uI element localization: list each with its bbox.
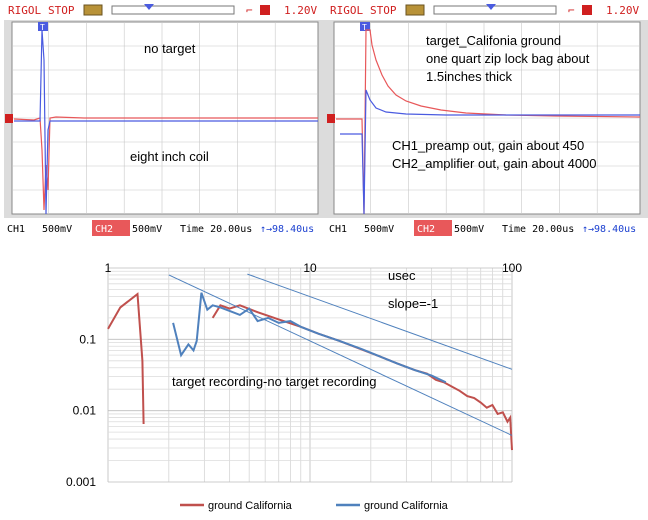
legend-label: ground California xyxy=(364,500,449,512)
scope-display: RIGOL STOP ⌐ 1.20V T target_Califonia gr… xyxy=(326,0,648,238)
legend-item: ground California xyxy=(180,500,293,512)
scope-brand: RIGOL xyxy=(330,4,363,17)
ch1-ground-marker xyxy=(327,114,335,123)
trigger-offset: ↑→98.40us xyxy=(582,224,636,235)
scope-note-0: no target xyxy=(144,41,196,56)
trigger-offset: ↑→98.40us xyxy=(260,224,314,235)
x-axis-label: usec xyxy=(388,268,416,283)
ch2-trace xyxy=(14,29,318,215)
series-line-0 xyxy=(211,304,513,451)
scope-note-2: 1.5inches thick xyxy=(426,69,512,84)
scope-note-1: eight inch coil xyxy=(130,149,209,164)
scope-note-0: target_Califonia ground xyxy=(426,33,561,48)
trigger-level: 1.20V xyxy=(284,4,317,17)
trigger-edge-icon: ⌐ xyxy=(246,4,253,17)
series-line-1 xyxy=(172,292,447,384)
ch1-trace xyxy=(336,29,641,215)
scope-screenshot-no-target: RIGOL STOP ⌐ 1.20V T no target eight inc… xyxy=(4,0,326,238)
timebase: Time 20.00us xyxy=(180,224,252,235)
trigger-level: 1.20V xyxy=(606,4,639,17)
chart-gridlines xyxy=(107,267,513,483)
battery-icon xyxy=(83,4,103,16)
trigger-source-icon xyxy=(582,5,592,15)
x-tick-label: 100 xyxy=(502,261,522,275)
battery-icon xyxy=(405,4,425,16)
y-tick-label: 0.01 xyxy=(73,404,97,418)
ch1-scale: 500mV xyxy=(42,224,72,235)
legend-item: ground California xyxy=(336,500,449,512)
difference-annotation: target recording-no target recording xyxy=(172,374,377,389)
scope-grid xyxy=(334,22,640,214)
y-tick-label: 0.1 xyxy=(79,332,96,346)
scope-brand: RIGOL xyxy=(8,4,41,17)
ch2-trace xyxy=(340,89,640,215)
scope-note-3: CH1_preamp out, gain about 450 xyxy=(392,138,584,153)
scope-state: STOP xyxy=(370,4,397,17)
decay-chart-svg: 1 10 100 0.1 0.01 0.001 usec slope=-1 target … xyxy=(0,246,648,516)
chart-tick-labels: 1 10 100 0.1 0.01 0.001 xyxy=(66,261,522,489)
decay-chart: 1 10 100 0.1 0.01 0.001 usec slope=-1 target … xyxy=(0,246,648,516)
ch1-scale: 500mV xyxy=(364,224,394,235)
ch1-label: CH1 xyxy=(329,224,347,235)
ch2-label: CH2 xyxy=(95,224,113,235)
memory-bar-icon xyxy=(486,4,496,10)
scope-display: RIGOL STOP ⌐ 1.20V T no target eight inc… xyxy=(4,0,326,238)
slope-reference-line xyxy=(247,273,513,370)
scope-state: STOP xyxy=(48,4,75,17)
scope-screenshot-target: RIGOL STOP ⌐ 1.20V T target_Califonia gr… xyxy=(326,0,648,238)
y-tick-label: 0.001 xyxy=(66,475,96,489)
trigger-marker-label: T xyxy=(40,23,45,32)
memory-bar-icon xyxy=(144,4,154,10)
x-tick-label: 10 xyxy=(303,261,317,275)
slope-annotation: slope=-1 xyxy=(388,296,438,311)
series-line-0 xyxy=(107,292,145,425)
scope-note-4: CH2_amplifier out, gain about 4000 xyxy=(392,156,597,171)
ch2-scale: 500mV xyxy=(454,224,484,235)
chart-legend: ground California ground California xyxy=(180,500,449,512)
x-tick-label: 1 xyxy=(105,261,112,275)
slope-reference-line xyxy=(168,274,513,436)
timebase: Time 20.00us xyxy=(502,224,574,235)
ch2-label: CH2 xyxy=(417,224,435,235)
chart-series xyxy=(107,273,513,451)
trigger-edge-icon: ⌐ xyxy=(568,4,575,17)
ch1-label: CH1 xyxy=(7,224,25,235)
ch1-ground-marker xyxy=(5,114,13,123)
trigger-source-icon xyxy=(260,5,270,15)
legend-label: ground California xyxy=(208,500,293,512)
ch2-scale: 500mV xyxy=(132,224,162,235)
scope-note-1: one quart zip lock bag about xyxy=(426,51,590,66)
trigger-marker-label: T xyxy=(362,23,367,32)
